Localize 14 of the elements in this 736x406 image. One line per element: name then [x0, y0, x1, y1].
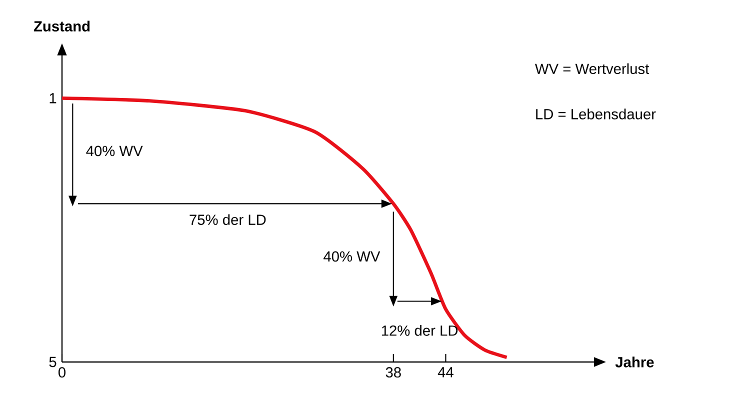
x-axis-title: Jahre: [615, 356, 654, 368]
annotation: LD = Lebensdauer: [536, 108, 656, 120]
x-tick-label: 38: [386, 367, 401, 378]
annotation: 75% der LD: [190, 214, 266, 225]
line-series: [60, 96, 509, 360]
annotation: 12% der LD: [382, 325, 458, 336]
x-tick-label: 44: [438, 367, 454, 378]
annotation: WV = Wertverlust: [534, 63, 650, 74]
y-tick-label: 5: [49, 356, 56, 368]
annotation: 40% WV: [86, 146, 143, 156]
annotation: 40% WV: [324, 251, 380, 262]
y-axis-title: Zustand: [34, 20, 90, 32]
x-tick-label: 0: [58, 367, 66, 378]
y-tick-label: 1: [50, 93, 56, 104]
